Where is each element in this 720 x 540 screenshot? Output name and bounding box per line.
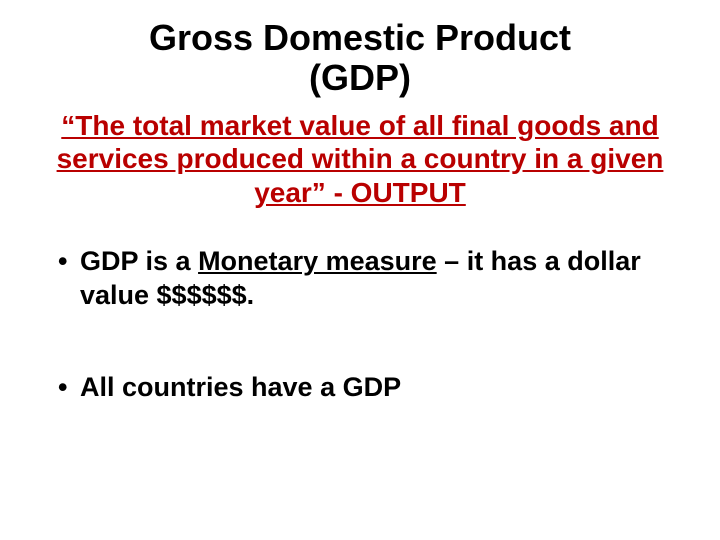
bullet-1-pre: GDP is a [80,246,198,276]
title-line-1: Gross Domestic Product [149,17,571,58]
bullet-2-pre: All countries have a GDP [80,372,401,402]
bullet-item-2: All countries have a GDP [58,371,680,405]
bullet-item-1: GDP is a Monetary measure – it has a dol… [58,245,680,313]
title-line-2: (GDP) [309,57,411,98]
definition-text: “The total market value of all final goo… [50,109,670,210]
slide-title: Gross Domestic Product (GDP) [40,18,680,99]
bullet-list: GDP is a Monetary measure – it has a dol… [40,245,680,404]
bullet-1-underlined: Monetary measure [198,246,437,276]
slide: Gross Domestic Product (GDP) “The total … [0,0,720,540]
